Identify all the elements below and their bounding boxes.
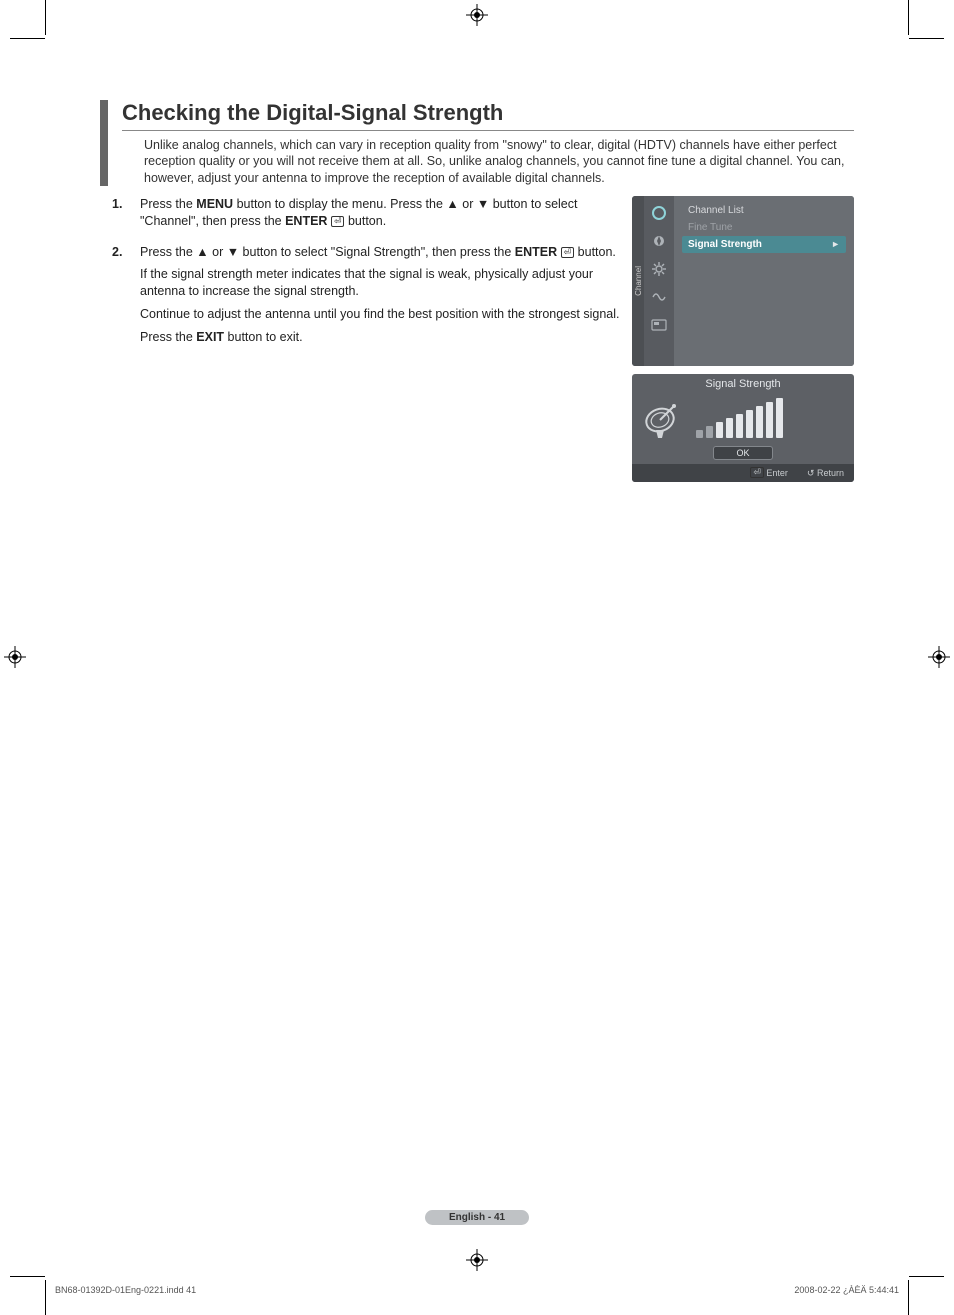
signal-bar <box>776 398 783 438</box>
signal-bar <box>736 414 743 438</box>
enter-icon: ⏎ <box>331 216 345 227</box>
figures-column: Channel Channel List Fine Tune Signal St… <box>632 196 854 482</box>
satellite-dish-icon <box>640 396 684 440</box>
osd-category-tab: Channel <box>632 196 644 366</box>
signal-bar <box>716 422 723 438</box>
signal-title: Signal Strength <box>632 374 854 394</box>
menu-icon <box>650 204 668 222</box>
settings-icon <box>650 260 668 278</box>
intro-paragraph: Unlike analog channels, which can vary i… <box>122 137 854 186</box>
step-1: 1. Press the MENU button to display the … <box>112 196 624 236</box>
page-number-label: English - 41 <box>425 1210 529 1225</box>
footer-enter-label: Enter <box>766 468 788 478</box>
osd-item-signal-strength: Signal Strength ► <box>682 236 846 253</box>
osd-item-fine-tune: Fine Tune <box>682 219 846 236</box>
page-number: English - 41 <box>0 1207 954 1225</box>
ok-button: OK <box>713 446 772 460</box>
signal-strength-figure: Signal Strength OK <box>632 374 854 482</box>
sound-icon <box>650 288 668 306</box>
section-title: Checking the Digital-Signal Strength <box>122 100 854 131</box>
registration-mark-icon <box>466 1249 488 1271</box>
step-text: If the signal strength meter indicates t… <box>140 266 624 300</box>
step-text: Continue to adjust the antenna until you… <box>140 306 624 323</box>
enter-icon: ⏎ <box>561 247 575 258</box>
step-text: Press the ▲ or ▼ button to select "Signa… <box>140 244 624 261</box>
select-arrow-icon: ► <box>831 239 840 249</box>
step-number: 1. <box>112 196 140 236</box>
registration-mark-icon <box>928 646 950 668</box>
crop-mark <box>908 1280 909 1315</box>
step-number: 2. <box>112 244 140 352</box>
crop-mark <box>909 1276 944 1277</box>
osd-item-channel-list: Channel List <box>682 202 846 219</box>
crop-mark <box>908 0 909 35</box>
signal-bar <box>696 430 703 438</box>
return-icon: ↻ <box>807 468 815 479</box>
input-icon <box>650 316 668 334</box>
crop-mark <box>45 0 46 35</box>
osd-item-list: Channel List Fine Tune Signal Strength ► <box>674 196 854 366</box>
print-footer: BN68-01392D-01Eng-0221.indd 41 2008-02-2… <box>55 1285 899 1295</box>
signal-bar <box>706 426 713 438</box>
step-2: 2. Press the ▲ or ▼ button to select "Si… <box>112 244 624 352</box>
signal-bar <box>756 406 763 438</box>
enter-icon: ⏎ <box>750 467 764 478</box>
step-text: Press the MENU button to display the men… <box>140 196 624 230</box>
registration-mark-icon <box>466 4 488 26</box>
signal-bars <box>696 398 846 438</box>
registration-mark-icon <box>4 646 26 668</box>
signal-bar <box>746 410 753 438</box>
footer-timestamp: 2008-02-22 ¿ÀÈÄ 5:44:41 <box>794 1285 899 1295</box>
footer-file: BN68-01392D-01Eng-0221.indd 41 <box>55 1285 196 1295</box>
crop-mark <box>10 38 45 39</box>
section-header: Checking the Digital-Signal Strength Unl… <box>100 100 854 186</box>
crop-mark <box>10 1276 45 1277</box>
ok-button-row: OK <box>632 446 854 464</box>
page-content: Checking the Digital-Signal Strength Unl… <box>100 100 854 482</box>
osd-footer: ⏎ Enter ↻ Return <box>632 464 854 482</box>
step-text: Press the EXIT button to exit. <box>140 329 624 346</box>
instruction-steps: 1. Press the MENU button to display the … <box>112 196 632 482</box>
signal-bar <box>726 418 733 438</box>
osd-item-label: Signal Strength <box>688 239 762 250</box>
crop-mark <box>45 1280 46 1315</box>
footer-return-label: Return <box>817 468 844 478</box>
osd-menu-figure: Channel Channel List Fine Tune Signal St… <box>632 196 854 366</box>
crop-mark <box>909 38 944 39</box>
signal-bar <box>766 402 773 438</box>
picture-icon <box>650 232 668 250</box>
osd-icon-column <box>644 196 674 366</box>
